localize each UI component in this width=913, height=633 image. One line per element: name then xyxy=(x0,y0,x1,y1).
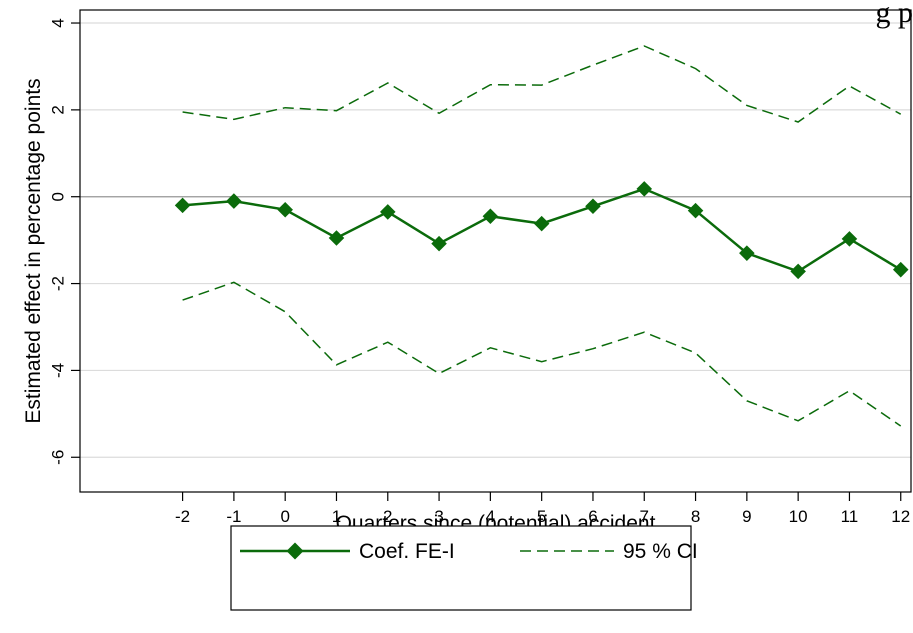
x-tick-label: 5 xyxy=(537,507,546,526)
x-tick-label: 1 xyxy=(332,507,341,526)
data-point xyxy=(277,201,293,218)
x-tick-label: 4 xyxy=(486,507,495,526)
data-point xyxy=(841,231,858,247)
y-tick-label: 0 xyxy=(48,192,67,201)
series-line-1 xyxy=(182,45,902,123)
series-line-2 xyxy=(182,281,902,427)
corner-text-fragment: g p xyxy=(876,0,913,29)
x-axis: -2 -1 0 1 2 3 4 5 6 7 8 9 10 11 12 xyxy=(175,492,910,526)
legend-label-ci: 95 % CI xyxy=(623,540,698,563)
y-tick-label: 2 xyxy=(48,105,67,114)
data-point xyxy=(379,204,396,220)
legend-key-coef-marker xyxy=(286,542,304,560)
x-tick-label: 7 xyxy=(640,507,649,526)
x-tick-label: 10 xyxy=(789,507,808,526)
gridlines xyxy=(80,22,911,458)
data-point xyxy=(585,198,601,215)
legend-label-coef: Coef. FE-I xyxy=(359,540,455,563)
data-point xyxy=(328,230,345,246)
x-tick-label: 0 xyxy=(280,507,289,526)
x-tick-label: -2 xyxy=(175,507,190,526)
data-point xyxy=(482,208,499,225)
plot-frame xyxy=(79,9,912,493)
y-tick-label: -2 xyxy=(48,276,67,291)
x-tick-label: -1 xyxy=(226,507,241,526)
legend-box xyxy=(230,525,692,611)
data-point xyxy=(533,215,550,232)
x-tick-label: 11 xyxy=(841,507,859,526)
data-point xyxy=(431,235,447,252)
y-tick-label: -4 xyxy=(48,363,67,378)
data-point xyxy=(226,193,242,209)
legend: Coef. FE-I 95 % CI xyxy=(230,525,698,611)
data-point xyxy=(892,261,909,278)
x-tick-label: 3 xyxy=(434,507,443,526)
x-tick-label: 8 xyxy=(691,507,700,526)
x-tick-label: 2 xyxy=(383,507,392,526)
y-axis: -6 -4 -2 0 2 4 xyxy=(48,18,80,465)
data-point xyxy=(174,197,191,214)
y-axis-title: Estimated effect in percentage points xyxy=(22,78,45,423)
series-layer xyxy=(174,45,909,427)
y-tick-label: -6 xyxy=(48,450,67,465)
data-point xyxy=(790,263,806,280)
y-tick-label: 4 xyxy=(48,18,67,27)
x-tick-label: 9 xyxy=(742,507,751,526)
data-point xyxy=(636,181,653,197)
x-tick-label: 12 xyxy=(891,507,910,526)
data-point xyxy=(687,202,704,219)
x-tick-label: 6 xyxy=(588,507,597,526)
